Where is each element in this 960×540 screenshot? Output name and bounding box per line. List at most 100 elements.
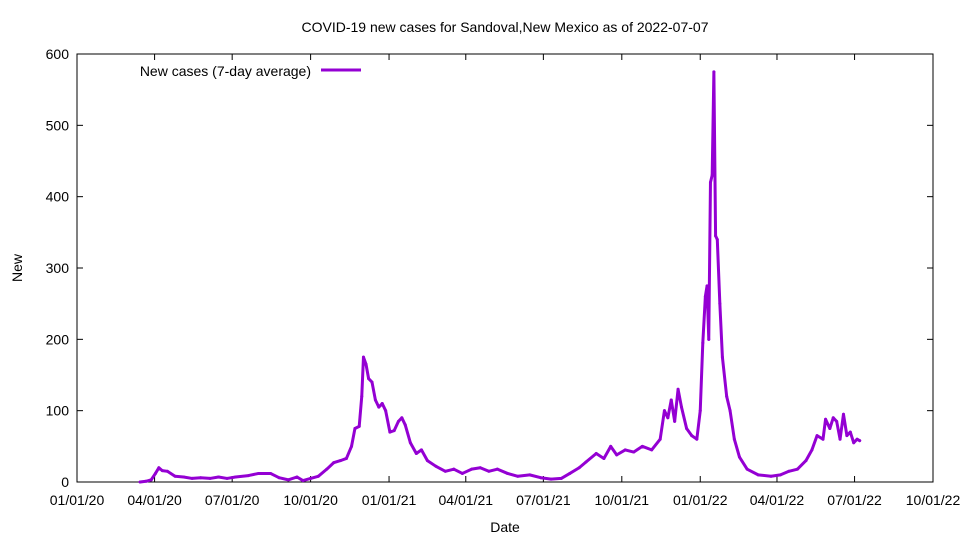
series-line — [138, 70, 862, 484]
legend: New cases (7-day average) — [140, 63, 361, 79]
data-point — [559, 476, 563, 480]
data-point — [392, 429, 396, 433]
data-point — [855, 437, 859, 441]
data-point — [309, 476, 313, 480]
data-point — [679, 405, 683, 409]
data-point — [234, 475, 238, 479]
x-tick-label: 01/01/21 — [362, 492, 417, 508]
data-point — [443, 469, 447, 473]
data-point — [725, 394, 729, 398]
data-point — [528, 473, 532, 477]
data-point — [804, 459, 808, 463]
data-point — [452, 467, 456, 471]
data-point — [640, 444, 644, 448]
data-point — [353, 427, 357, 430]
data-point — [470, 467, 474, 471]
data-point — [269, 471, 273, 475]
data-point — [577, 466, 581, 470]
data-point — [332, 461, 336, 465]
data-point — [277, 476, 281, 480]
data-point — [669, 398, 673, 402]
data-point — [370, 380, 374, 384]
data-point — [835, 419, 839, 423]
data-point — [316, 474, 320, 478]
data-point — [160, 469, 164, 473]
data-point — [708, 180, 712, 184]
data-point — [408, 441, 412, 445]
data-point — [388, 430, 392, 434]
data-point — [848, 430, 852, 434]
data-point — [745, 467, 749, 471]
data-point — [756, 473, 760, 477]
data-point — [710, 173, 714, 177]
data-point — [367, 377, 371, 381]
data-point — [666, 416, 670, 420]
data-point — [377, 405, 381, 409]
data-point — [350, 444, 354, 448]
data-point — [632, 450, 636, 454]
data-point — [609, 444, 613, 448]
data-point — [434, 464, 438, 468]
data-point — [828, 427, 832, 430]
data-point — [301, 479, 305, 483]
x-axis-ticks: 01/01/20 04/01/20 07/01/20 10/01/20 01/01/21… — [50, 54, 960, 508]
data-point — [662, 409, 666, 413]
plot-frame — [76, 53, 934, 483]
data-point — [286, 478, 290, 482]
data-point — [715, 237, 719, 241]
data-point — [821, 437, 825, 441]
y-tick-label: 0 — [61, 474, 69, 490]
data-point — [549, 477, 553, 481]
data-point — [425, 459, 429, 463]
data-point — [602, 456, 606, 460]
y-tick-label: 600 — [46, 46, 70, 62]
x-tick-label: 10/01/21 — [595, 492, 650, 508]
y-tick-label: 300 — [46, 260, 70, 276]
data-point — [539, 476, 543, 480]
data-point — [769, 474, 773, 478]
data-point — [360, 394, 364, 398]
data-point — [384, 409, 388, 413]
series-group — [138, 70, 862, 484]
data-point — [487, 469, 491, 473]
data-point — [357, 424, 361, 428]
data-point — [838, 437, 842, 441]
data-point — [516, 474, 520, 478]
data-point — [841, 412, 845, 416]
y-tick-label: 500 — [46, 117, 70, 133]
y-axis-label: New — [9, 253, 25, 282]
data-point — [257, 471, 261, 475]
data-point — [478, 466, 482, 470]
y-tick-label: 400 — [46, 189, 70, 205]
data-point — [815, 434, 819, 438]
data-point — [138, 480, 142, 484]
x-tick-label: 01/01/22 — [673, 492, 728, 508]
x-tick-label: 10/01/20 — [283, 492, 338, 508]
data-point — [707, 337, 711, 341]
data-point — [720, 355, 724, 359]
data-point — [737, 455, 741, 459]
data-point — [157, 466, 161, 470]
data-point — [246, 474, 250, 478]
x-tick-label: 07/01/20 — [205, 492, 260, 508]
data-point — [460, 471, 464, 475]
data-point — [364, 362, 368, 366]
data-point — [396, 419, 400, 423]
data-point — [190, 476, 194, 480]
data-point — [344, 456, 348, 460]
data-point — [225, 476, 229, 480]
data-point — [506, 471, 510, 475]
data-point — [208, 476, 212, 480]
data-point — [824, 417, 828, 421]
x-tick-label: 07/01/21 — [516, 492, 571, 508]
y-tick-label: 100 — [46, 403, 70, 419]
data-point — [852, 441, 856, 445]
data-point — [594, 451, 598, 455]
data-point — [650, 448, 654, 452]
x-tick-label: 04/01/21 — [439, 492, 494, 508]
data-point — [380, 402, 384, 406]
y-tick-label: 200 — [46, 331, 70, 347]
data-point — [414, 451, 418, 455]
